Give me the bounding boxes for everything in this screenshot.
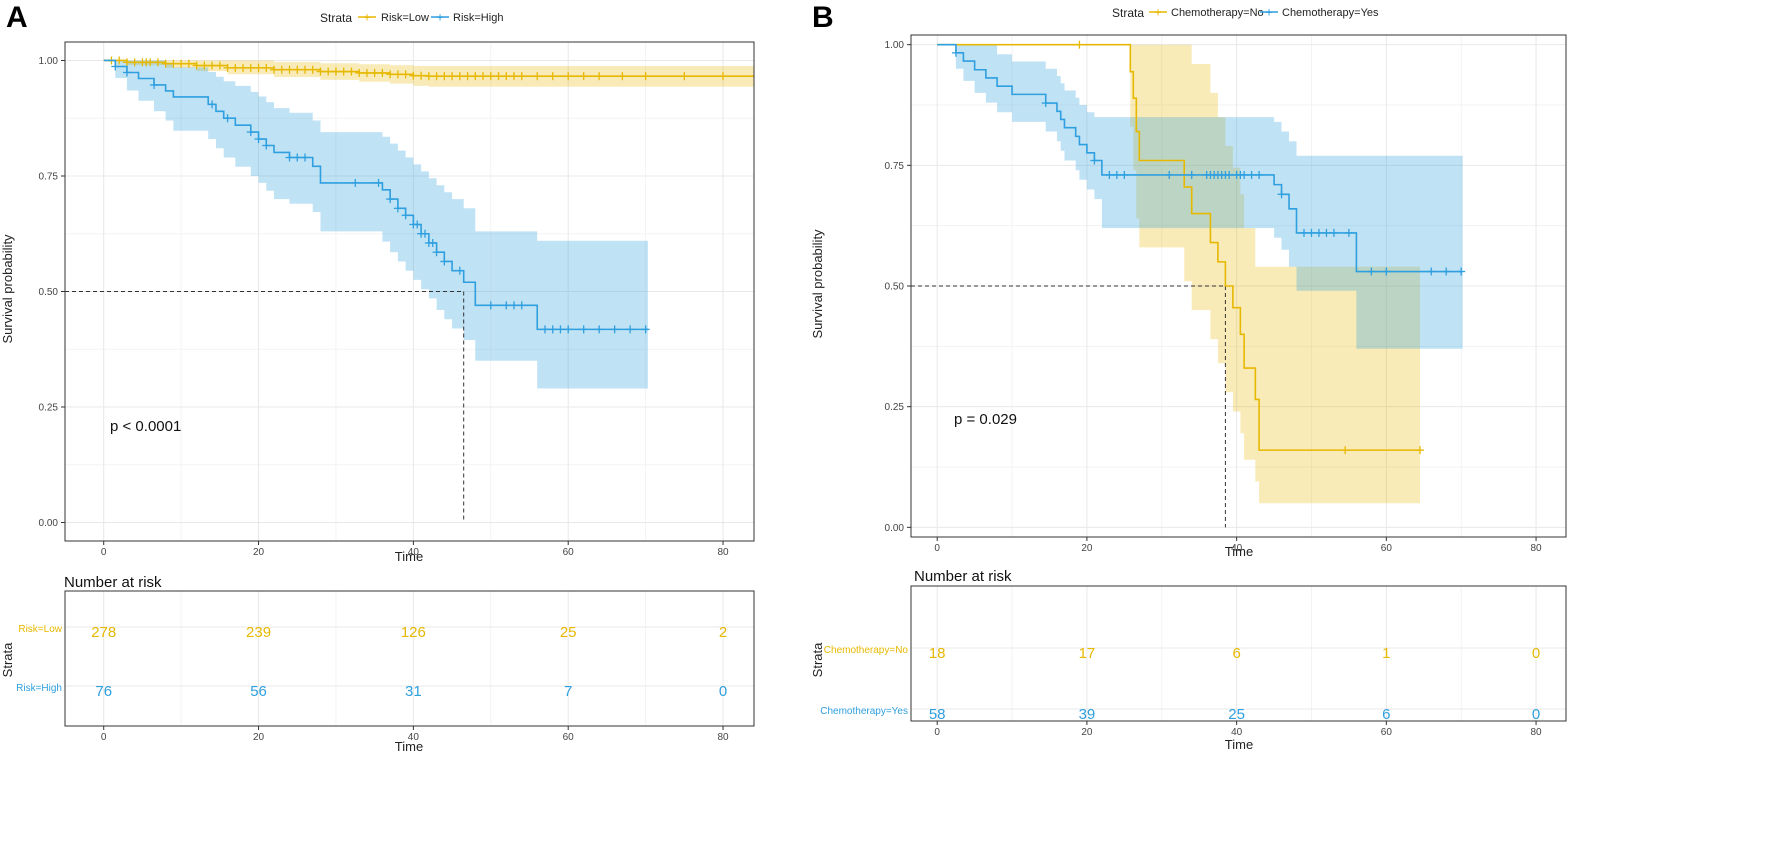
risk-count: 31 [405,683,422,700]
y-tick-label: 0.25 [885,402,905,413]
x-tick-label: 0 [934,543,940,554]
panel-b-label: B [812,1,834,34]
x-tick-label: 0 [101,547,107,558]
risk-count: 25 [1228,706,1245,723]
legend-swatch-no-cross: + [1154,5,1162,20]
confidence-band-high [103,60,648,389]
risk-strata-label: Risk=Low [18,624,62,635]
risk-x-tick-label: 20 [1081,727,1093,738]
panel-b-legend: Strata + Chemotherapy=No + Chemotherapy=… [1112,5,1379,21]
panel-a-y-axis-title: Survival probability [0,234,15,344]
risk-count: 76 [95,683,112,700]
x-tick-label: 80 [1530,543,1542,554]
risk-frame [64,590,755,727]
panel-a-legend: Strata + Risk=Low + Risk=High [320,10,503,26]
panel-b-risk-x-title: Time [1225,737,1253,752]
y-tick-label: 1.00 [885,40,905,51]
risk-strata-label: Risk=High [16,683,62,694]
panel-b: B Strata + Chemotherapy=No + Chemotherap… [810,1,1567,752]
risk-count: 239 [246,624,271,641]
risk-x-tick-label: 80 [717,732,729,743]
risk-count: 25 [560,624,577,641]
panel-b-plot: 0 20 40 60 80 0.00 0.25 0.50 0.75 1.00 [885,34,1567,554]
panel-b-legend-item-no: Chemotherapy=No [1171,7,1264,19]
x-tick-label: 40 [408,547,420,558]
confidence-band-low [937,44,1420,504]
confidence-band-high [937,44,1463,349]
risk-count: 56 [250,683,267,700]
panel-b-legend-title: Strata [1112,6,1144,20]
risk-strata-label: Chemotherapy=No [824,645,909,656]
risk-x-tick-label: 20 [253,732,265,743]
panel-a-risk-table: Risk=Low 278 239 126 25 2 Risk=High 76 56 31 7 0 0 20… [16,590,755,743]
risk-x-tick-label: 0 [934,727,940,738]
x-tick-label: 40 [1231,543,1243,554]
risk-x-tick-label: 40 [408,732,420,743]
panel-a-x-axis-title: Time [395,549,423,564]
risk-count: 2 [719,624,727,641]
legend-swatch-high-cross: + [436,10,444,25]
panel-a-risk-x-title: Time [395,739,423,754]
legend-swatch-low-cross: + [363,10,371,25]
risk-count: 17 [1079,645,1096,662]
risk-count: 126 [401,624,426,641]
risk-count: 1 [1382,645,1390,662]
risk-x-tick-label: 40 [1231,727,1243,738]
x-tick-label: 60 [563,547,575,558]
risk-x-tick-label: 80 [1530,727,1542,738]
risk-count: 0 [719,683,727,700]
risk-count: 18 [929,645,946,662]
risk-count: 278 [91,624,116,641]
risk-x-tick-label: 0 [101,732,107,743]
panel-b-risk-title: Number at risk [914,568,1012,585]
panel-a-legend-title: Strata [320,11,352,25]
risk-count: 7 [564,683,572,700]
risk-count: 39 [1079,706,1096,723]
panel-b-pvalue: p = 0.029 [954,411,1017,428]
x-tick-label: 20 [253,547,265,558]
panel-a-label: A [6,1,28,34]
risk-x-tick-label: 60 [563,732,575,743]
risk-frame [910,585,1567,722]
panel-a-risk-strata-label: Strata [0,642,15,677]
y-tick-label: 0.00 [39,518,59,529]
legend-swatch-yes-cross: + [1265,5,1273,20]
risk-count: 6 [1232,645,1240,662]
panel-b-risk-strata-label: Strata [810,642,825,677]
y-tick-label: 1.00 [39,56,59,67]
x-tick-label: 20 [1081,543,1093,554]
panel-a-plot: 0 20 40 60 80 0.00 0.25 0.50 0.75 1.00 [39,41,755,558]
risk-count: 0 [1532,645,1540,662]
x-tick-label: 80 [717,547,729,558]
y-tick-label: 0.50 [39,287,59,298]
panel-b-y-axis-title: Survival probability [810,229,825,339]
panel-a-legend-item-high: Risk=High [453,12,503,24]
y-tick-label: 0.25 [39,403,59,414]
panel-a: A Strata + Risk=Low + Risk=High Survival… [0,1,755,754]
y-tick-label: 0.00 [885,523,905,534]
risk-count: 6 [1382,706,1390,723]
panel-a-legend-item-low: Risk=Low [381,12,429,24]
risk-count: 0 [1532,706,1540,723]
y-tick-label: 0.50 [885,282,905,293]
y-tick-label: 0.75 [39,171,59,182]
risk-count: 58 [929,706,946,723]
panel-b-risk-table: Chemotherapy=No 18 17 6 1 0 Chemotherapy=Yes 58… [820,585,1567,738]
y-tick-label: 0.75 [885,161,905,172]
panel-a-pvalue: p < 0.0001 [110,418,181,435]
panel-a-risk-title: Number at risk [64,574,162,591]
risk-x-tick-label: 60 [1381,727,1393,738]
x-tick-label: 60 [1381,543,1393,554]
survival-curve-low [937,43,1421,451]
panel-b-x-axis-title: Time [1225,544,1253,559]
risk-strata-label: Chemotherapy=Yes [820,706,908,717]
panel-b-legend-item-yes: Chemotherapy=Yes [1282,7,1379,19]
